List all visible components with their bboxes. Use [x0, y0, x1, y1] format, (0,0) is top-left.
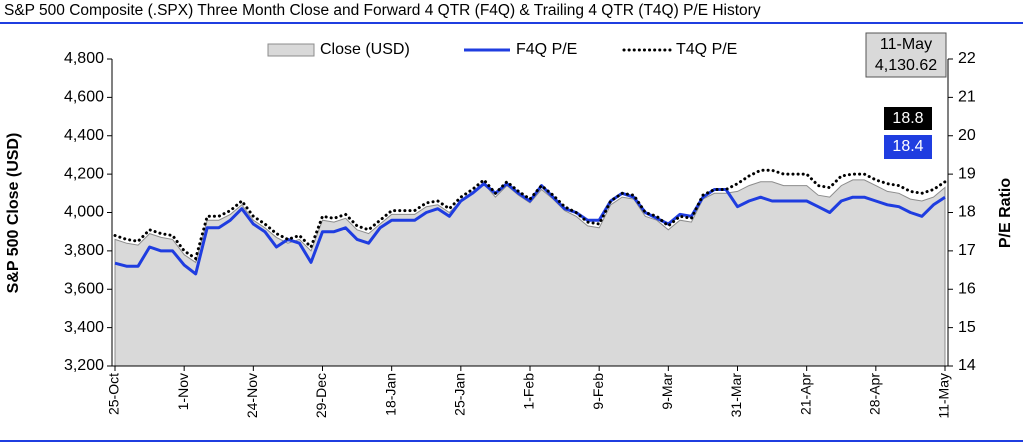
y2-tick-label: 16: [958, 280, 976, 297]
t4q-value-label: 18.8: [892, 110, 923, 127]
close-label: 4,130.62: [875, 57, 937, 74]
chart-title: S&P 500 Composite (.SPX) Three Month Clo…: [4, 2, 761, 19]
y2-tick-label: 20: [958, 127, 976, 144]
y2-tick-label: 19: [958, 165, 976, 182]
x-tick-label: 18-Jan: [382, 373, 398, 416]
x-tick-label: 21-Apr: [797, 373, 813, 415]
y2-tick-label: 18: [958, 204, 976, 221]
y2-tick-label: 17: [958, 242, 976, 259]
y2-tick-label: 22: [958, 50, 976, 67]
t4q-box: [884, 107, 932, 130]
x-tick-label: 1-Feb: [521, 373, 537, 410]
x-tick-label: 9-Feb: [590, 373, 606, 410]
y2-tick-label: 14: [958, 357, 976, 374]
legend-label: F4Q P/E: [516, 41, 577, 58]
t4q-line: [113, 168, 947, 261]
y-tick-label: 3,800: [64, 242, 104, 259]
x-tick-label: 28-Apr: [867, 373, 883, 415]
x-tick-label: 29-Dec: [313, 373, 329, 418]
x-tick-label: 24-Nov: [244, 373, 260, 418]
y2-axis-label: P/E Ratio: [997, 178, 1014, 248]
f4q-line: [114, 182, 946, 276]
x-tick-label: 11-May: [936, 373, 952, 419]
y-tick-label: 4,000: [64, 204, 104, 221]
legend-label: T4Q P/E: [676, 41, 737, 58]
y-tick-label: 3,400: [64, 319, 104, 336]
y-tick-label: 4,400: [64, 127, 104, 144]
f4q-box: [884, 135, 932, 159]
y-tick-label: 3,200: [64, 357, 104, 374]
y-tick-label: 3,600: [64, 280, 104, 297]
x-tick-label: 1-Nov: [175, 373, 191, 410]
legend-swatch: [267, 43, 315, 57]
y2-tick-label: 21: [958, 89, 976, 106]
y2-tick-label: 15: [958, 319, 976, 336]
x-tick-label: 25-Oct: [106, 373, 122, 415]
x-tick-label: 31-Mar: [728, 373, 744, 418]
y-tick-label: 4,200: [64, 165, 104, 182]
y-tick-label: 4,600: [64, 89, 104, 106]
x-tick-label: 9-Mar: [659, 373, 675, 410]
x-tick-label: 25-Jan: [452, 373, 468, 416]
date-label: 11-May: [880, 36, 932, 53]
date-box: [865, 32, 947, 78]
legend-label: Close (USD): [320, 41, 410, 58]
y-axis-label: S&P 500 Close (USD): [5, 133, 22, 294]
y-tick-label: 4,800: [64, 50, 104, 67]
close-area: [114, 179, 946, 367]
f4q-value-label: 18.4: [892, 138, 923, 155]
